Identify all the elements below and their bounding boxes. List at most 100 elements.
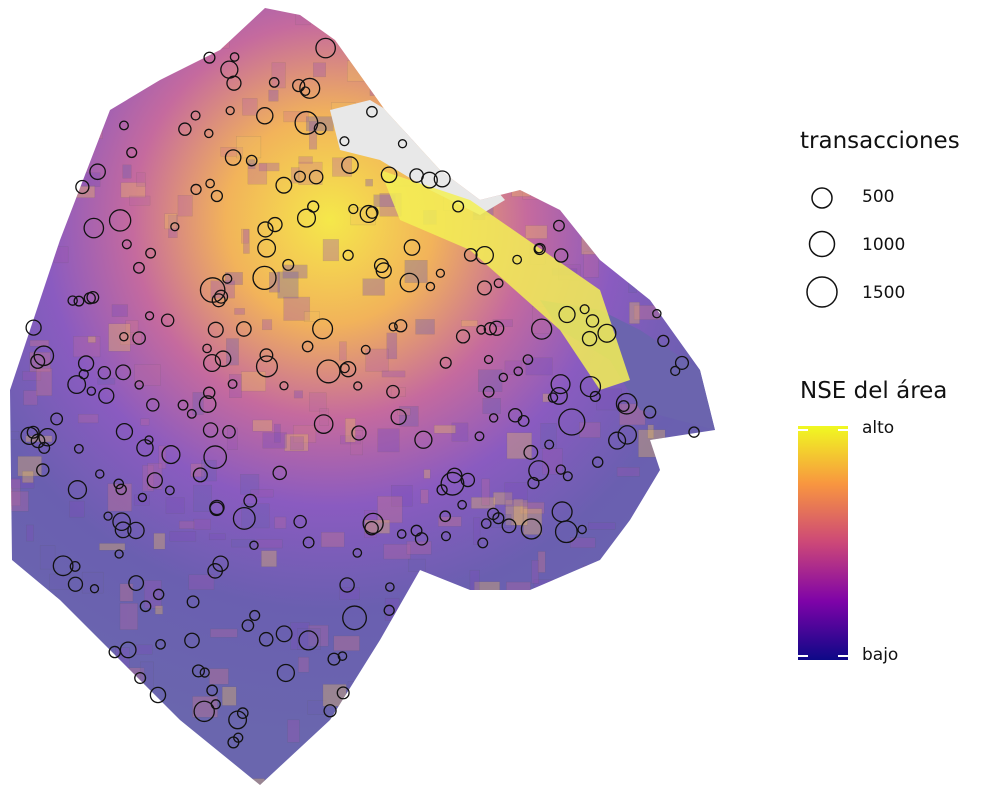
census-tract — [427, 637, 453, 659]
transaction-circle — [480, 518, 492, 529]
census-tract — [147, 463, 163, 490]
transaction-circle — [483, 354, 494, 365]
transaction-circle — [149, 686, 167, 704]
census-tract — [188, 574, 215, 590]
transaction-circle — [439, 356, 452, 369]
census-tract — [729, 695, 754, 719]
transaction-circle — [555, 464, 567, 475]
census-tract — [502, 63, 522, 91]
census-tract — [564, 41, 572, 56]
transaction-circle — [204, 128, 214, 139]
census-tract — [729, 714, 752, 731]
census-tract — [507, 774, 519, 781]
census-tract — [731, 562, 750, 586]
census-tract — [655, 515, 684, 529]
census-tract — [250, 489, 274, 498]
transaction-circle — [214, 289, 229, 304]
census-tract — [569, 69, 582, 85]
census-tract — [523, 508, 543, 535]
census-tract — [469, 569, 480, 596]
census-tract — [19, 601, 39, 625]
census-tract — [420, 489, 429, 504]
census-tract — [205, 32, 230, 49]
census-tract — [658, 647, 683, 671]
census-tract — [231, 539, 255, 548]
census-tract — [559, 679, 587, 700]
transaction-circle — [232, 507, 256, 530]
transaction-circle — [513, 366, 524, 377]
transaction-circle — [144, 435, 154, 445]
census-tract — [10, 477, 35, 489]
census-tract — [369, 86, 380, 96]
census-tract — [654, 784, 682, 785]
census-tract — [619, 403, 646, 426]
transaction-circle — [38, 428, 57, 447]
transaction-circle — [115, 422, 134, 441]
transaction-circle — [339, 577, 355, 593]
transaction-circle — [89, 163, 106, 181]
census-tract — [604, 654, 612, 667]
census-tract — [406, 613, 417, 638]
transaction-circle — [86, 386, 97, 396]
transaction-circle — [206, 684, 218, 697]
census-tract — [139, 661, 154, 690]
transaction-circle — [257, 221, 274, 238]
census-tract — [241, 228, 249, 244]
census-tract — [548, 58, 560, 86]
transaction-circle — [255, 355, 278, 378]
size-label-500: 500 — [862, 187, 895, 207]
census-tract — [87, 336, 96, 343]
census-tract — [388, 642, 399, 670]
census-tract — [531, 138, 541, 159]
transaction-circle — [192, 467, 208, 483]
transaction-circle — [119, 331, 129, 342]
census-tract — [10, 763, 28, 785]
census-tract — [362, 278, 385, 296]
transaction-circle — [433, 170, 451, 188]
size-1000-icon — [808, 230, 836, 258]
census-tract — [247, 163, 268, 185]
transaction-circle — [258, 631, 274, 647]
transaction-circle — [487, 507, 500, 521]
transaction-circle — [225, 105, 235, 116]
census-tract — [667, 111, 685, 137]
census-tract — [178, 520, 195, 529]
census-tract — [29, 340, 50, 347]
transaction-circle — [241, 619, 255, 632]
census-tract — [729, 664, 750, 685]
census-tract — [487, 625, 511, 638]
census-tract — [49, 573, 71, 590]
census-tract — [383, 544, 411, 560]
census-tract — [554, 693, 562, 706]
census-tract — [731, 633, 752, 652]
transaction-circle — [252, 265, 277, 291]
transaction-circle — [67, 480, 88, 500]
transaction-circle — [421, 171, 438, 189]
census-tract — [322, 239, 339, 262]
transaction-circle — [210, 189, 224, 203]
census-tract — [422, 64, 448, 78]
census-tract — [319, 408, 329, 426]
transaction-circle — [315, 37, 336, 59]
census-tract — [284, 433, 309, 452]
census-tract — [689, 497, 712, 519]
transaction-circle — [249, 609, 261, 621]
transaction-circle — [457, 499, 467, 510]
transaction-circle — [617, 400, 630, 412]
color-low-label: bajo — [862, 645, 899, 665]
transaction-circle — [50, 412, 64, 426]
transaction-circle — [236, 707, 249, 719]
census-tract — [415, 319, 435, 335]
census-tract — [274, 423, 281, 443]
transaction-circle — [533, 242, 546, 256]
census-tract — [322, 684, 347, 707]
transaction-circle — [501, 518, 517, 534]
census-tract — [543, 754, 562, 774]
census-tract — [733, 79, 757, 93]
census-tract — [342, 748, 367, 756]
transaction-circle — [301, 340, 314, 353]
transaction-circle — [383, 604, 395, 616]
census-tract — [746, 265, 756, 282]
high-nse-strip — [380, 170, 630, 390]
transaction-circle — [615, 392, 638, 415]
